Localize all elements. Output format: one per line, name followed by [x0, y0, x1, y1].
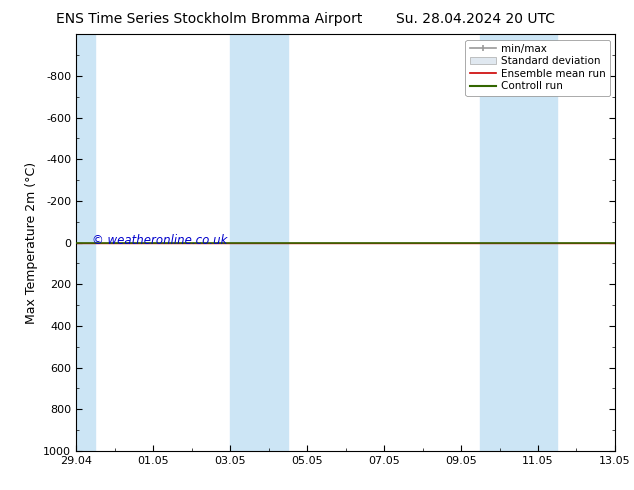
Bar: [230, 34, 288, 451]
Y-axis label: Max Temperature 2m (°C): Max Temperature 2m (°C): [25, 162, 37, 323]
Text: ENS Time Series Stockholm Bromma Airport: ENS Time Series Stockholm Bromma Airport: [56, 12, 363, 26]
Text: © weatheronline.co.uk: © weatheronline.co.uk: [93, 234, 228, 247]
Bar: [57, 34, 95, 451]
Legend: min/max, Standard deviation, Ensemble mean run, Controll run: min/max, Standard deviation, Ensemble me…: [465, 40, 610, 96]
Bar: [480, 34, 557, 451]
Text: Su. 28.04.2024 20 UTC: Su. 28.04.2024 20 UTC: [396, 12, 555, 26]
